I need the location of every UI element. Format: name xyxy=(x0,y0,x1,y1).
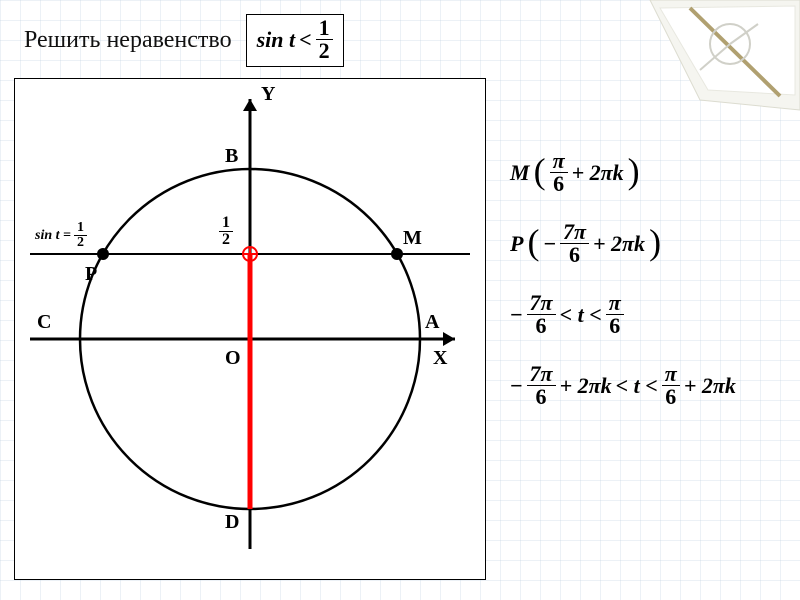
equation-M: M ( π 6 + 2πk ) xyxy=(510,150,780,195)
equation-range-simple: − 7π 6 < t < π 6 xyxy=(510,292,780,337)
label-P: P xyxy=(85,263,97,286)
inequality-lhs: sin t xyxy=(257,27,296,53)
equation-range-full: − 7π 6 + 2πk < t < π 6 + 2πk xyxy=(510,363,780,408)
diagram-svg xyxy=(15,79,485,579)
label-B: B xyxy=(225,145,238,168)
side-equation-sin-half: sin t = 1 2 xyxy=(35,221,87,250)
title-row: Решить неравенство sin t < 1 2 xyxy=(24,14,344,67)
equations-column: M ( π 6 + 2πk ) P ( − 7π 6 + 2πk ) − 7π … xyxy=(510,150,780,434)
label-D: D xyxy=(225,511,239,534)
label-half: 1 2 xyxy=(219,215,233,248)
label-O: O xyxy=(225,347,241,370)
label-M: M xyxy=(403,227,422,250)
page-title: Решить неравенство xyxy=(24,27,232,54)
label-A: A xyxy=(425,311,439,334)
label-C: C xyxy=(37,311,51,334)
equation-P: P ( − 7π 6 + 2πk ) xyxy=(510,221,780,266)
label-Y: Y xyxy=(261,83,275,106)
inequality-op: < xyxy=(299,27,312,53)
label-X: X xyxy=(433,347,447,370)
unit-circle-diagram: Y B X A C O D M P 1 2 sin t = 1 2 xyxy=(14,78,486,580)
inequality-rhs: 1 2 xyxy=(316,17,333,62)
inequality-box: sin t < 1 2 xyxy=(246,14,344,67)
